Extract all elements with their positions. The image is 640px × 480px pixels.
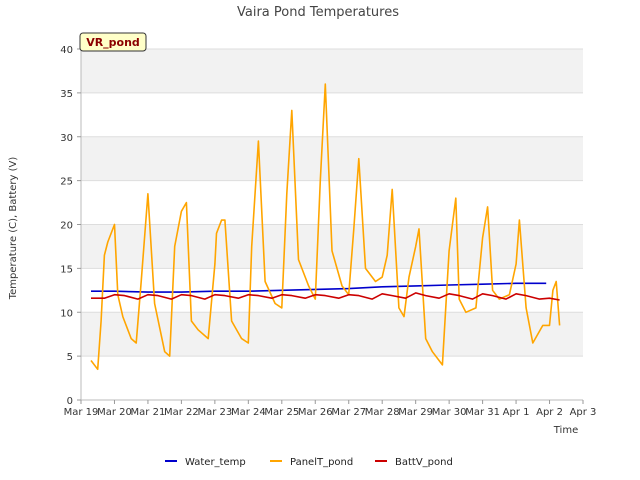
x-tick-label: Mar 22 [164,407,199,418]
x-tick-label: Mar 21 [131,407,166,418]
x-tick-label: Mar 23 [197,407,232,418]
y-axis-label: Temperature (C), Battery (V) [8,157,19,301]
station-badge-label: VR_pond [86,36,140,49]
x-tick-label: Mar 30 [432,407,467,418]
x-tick-label: Mar 27 [331,407,366,418]
series-layer [90,83,561,371]
x-axis-label: Time [553,425,578,436]
y-axis: 0 5 10 15 20 25 30 35 40 [60,45,82,407]
x-tick-label: Mar 20 [97,407,132,418]
legend: Water_temp PanelT_pond BattV_pond [165,457,453,468]
x-tick-label: Mar 19 [64,407,99,418]
y-tick-label: 10 [60,308,73,319]
station-badge-box [79,32,147,52]
x-tick-label: Apr 2 [536,407,563,418]
x-tick-label: Mar 25 [264,407,299,418]
x-tick-label: Apr 1 [503,407,530,418]
y-tick-label: 15 [60,264,73,275]
y-tick-label: 5 [67,352,73,363]
x-tick-label: Mar 28 [365,407,400,418]
x-tick-label: Mar 31 [465,407,500,418]
plot-band [81,312,583,357]
series-line-panelt-pond [90,83,561,371]
y-tick-label: 35 [60,89,73,100]
y-tick-label: 20 [60,221,73,232]
y-tick-label: 0 [67,396,73,407]
x-tick-label: Mar 24 [231,407,266,418]
y-tick-label: 40 [60,45,73,56]
station-badge: VR_pond [79,32,147,52]
chart-title: Vaira Pond Temperatures [237,5,399,20]
plot-band [81,136,583,181]
y-tick-label: 25 [60,177,73,188]
series-line-battv-pond [91,292,560,301]
y-tick-label: 30 [60,133,73,144]
plot-band [81,49,583,93]
x-tick-label: Mar 26 [298,407,333,418]
grid [81,48,583,401]
legend-label-water-temp: Water_temp [185,457,246,468]
legend-label-panelt-pond: PanelT_pond [290,457,353,468]
x-tick-label: Apr 3 [570,407,597,418]
legend-label-battv-pond: BattV_pond [395,457,453,468]
x-tick-label: Mar 29 [398,407,433,418]
